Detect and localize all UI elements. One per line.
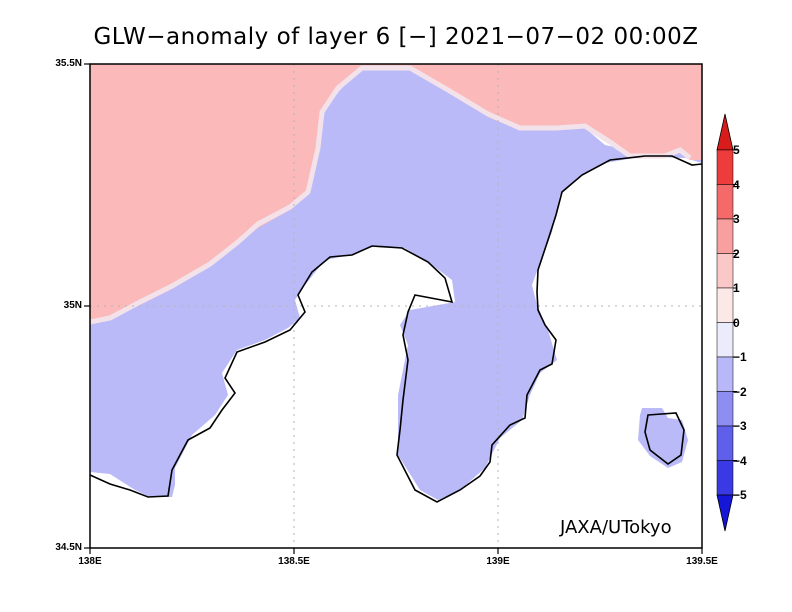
colorbar-label: 2 bbox=[733, 247, 740, 261]
y-tick-label: 35N bbox=[63, 300, 82, 311]
colorbar-label: −3 bbox=[733, 419, 747, 433]
colorbar-segment bbox=[716, 149, 734, 185]
y-tick-label: 35.5N bbox=[55, 58, 82, 69]
colorbar-segment bbox=[716, 253, 734, 289]
colorbar-label: 0 bbox=[733, 316, 740, 330]
colorbar-label: −2 bbox=[733, 385, 747, 399]
colorbar-label: −4 bbox=[733, 454, 747, 468]
colorbar-segment bbox=[716, 460, 734, 496]
colorbar-segment bbox=[716, 322, 734, 358]
colorbar-segment bbox=[716, 425, 734, 461]
island-negative-anomaly bbox=[638, 408, 688, 468]
colorbar-arrow-bottom bbox=[716, 494, 734, 532]
colorbar-label: 3 bbox=[733, 212, 740, 226]
x-tick-label: 138E bbox=[78, 556, 102, 567]
x-tick-label: 138.5E bbox=[278, 556, 310, 567]
y-tick-label: 34.5N bbox=[55, 542, 82, 553]
colorbar-label: 1 bbox=[733, 281, 740, 295]
colorbar-segment bbox=[716, 184, 734, 220]
colorbar bbox=[716, 113, 737, 532]
coastline bbox=[90, 155, 702, 503]
colorbar-segment bbox=[716, 391, 734, 427]
colorbar-label: 4 bbox=[733, 178, 740, 192]
colorbar-label: −1 bbox=[733, 350, 747, 364]
colorbar-segment bbox=[716, 218, 734, 254]
colorbar-label: 5 bbox=[733, 143, 740, 157]
anomaly-boundary bbox=[90, 65, 692, 325]
tick-marks bbox=[84, 63, 703, 554]
land-negative-anomaly bbox=[90, 64, 702, 500]
colorbar-label: −5 bbox=[733, 488, 747, 502]
colorbar-segment bbox=[716, 356, 734, 392]
credit-label: JAXA/UTokyo bbox=[560, 517, 672, 538]
island-coastline bbox=[644, 412, 685, 465]
x-tick-label: 139.5E bbox=[686, 556, 718, 567]
x-tick-label: 139E bbox=[486, 556, 510, 567]
colorbar-arrow-top bbox=[716, 113, 734, 151]
map-title: GLW−anomaly of layer 6 [−] 2021−07−02 00… bbox=[93, 24, 699, 50]
colorbar-segment bbox=[716, 287, 734, 323]
